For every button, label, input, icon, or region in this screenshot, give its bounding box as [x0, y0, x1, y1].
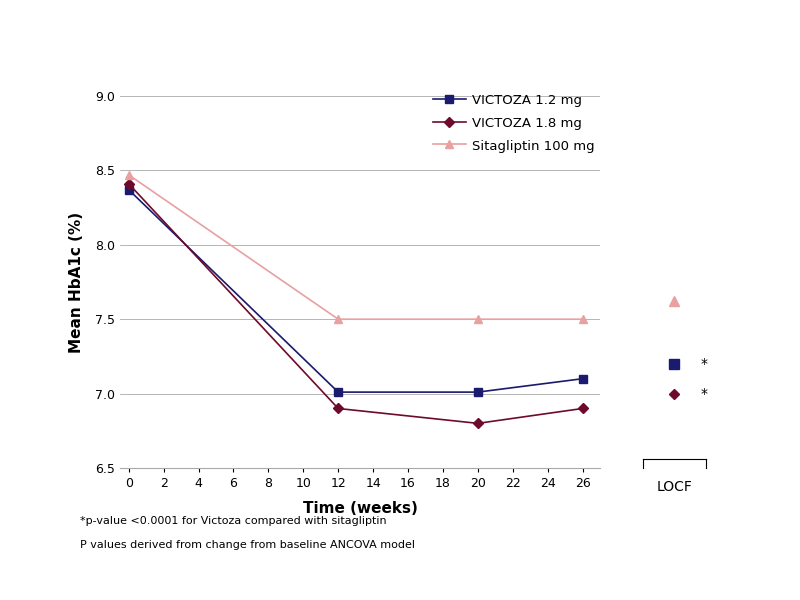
Text: LOCF: LOCF: [657, 480, 692, 494]
Y-axis label: Mean HbA1c (%): Mean HbA1c (%): [69, 211, 84, 353]
VICTOZA 1.2 mg: [578, 375, 587, 382]
Sitagliptin 100 mg: [473, 316, 482, 323]
Legend: VICTOZA 1.2 mg, VICTOZA 1.8 mg, Sitagliptin 100 mg: VICTOZA 1.2 mg, VICTOZA 1.8 mg, Sitaglip…: [427, 89, 600, 158]
VICTOZA 1.2 mg: [334, 389, 343, 396]
Line: VICTOZA 1.8 mg: VICTOZA 1.8 mg: [126, 181, 586, 427]
Text: *: *: [700, 357, 707, 371]
Text: P values derived from change from baseline ANCOVA model: P values derived from change from baseli…: [80, 540, 415, 550]
Sitagliptin 100 mg: [124, 171, 134, 178]
VICTOZA 1.8 mg: [473, 420, 482, 427]
Sitagliptin 100 mg: [334, 316, 343, 323]
Text: *: *: [700, 386, 707, 401]
VICTOZA 1.8 mg: [124, 180, 134, 187]
X-axis label: Time (weeks): Time (weeks): [302, 501, 418, 516]
VICTOZA 1.2 mg: [124, 186, 134, 193]
VICTOZA 1.8 mg: [578, 405, 587, 412]
Sitagliptin 100 mg: [578, 316, 587, 323]
Text: *p-value <0.0001 for Victoza compared with sitagliptin: *p-value <0.0001 for Victoza compared wi…: [80, 516, 386, 526]
VICTOZA 1.2 mg: [473, 389, 482, 396]
VICTOZA 1.8 mg: [334, 405, 343, 412]
Line: VICTOZA 1.2 mg: VICTOZA 1.2 mg: [125, 185, 586, 396]
Line: Sitagliptin 100 mg: Sitagliptin 100 mg: [125, 170, 586, 323]
